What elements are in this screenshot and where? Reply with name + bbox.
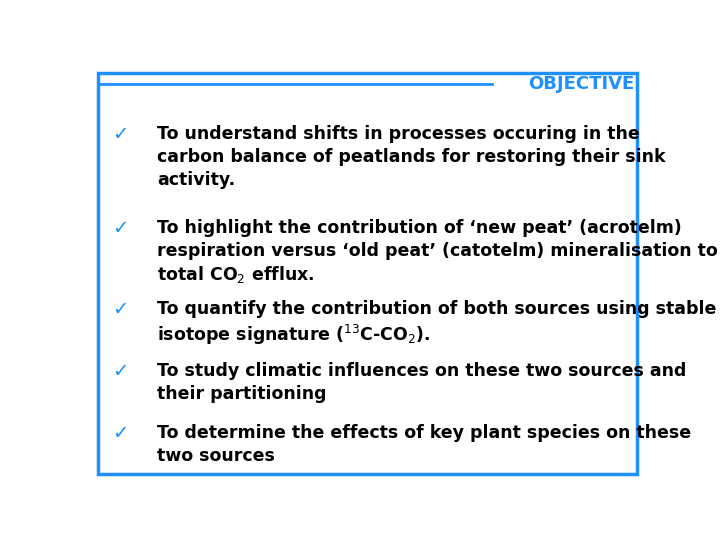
Text: carbon balance of peatlands for restoring their sink: carbon balance of peatlands for restorin… <box>157 148 665 166</box>
Text: ✓: ✓ <box>112 300 129 319</box>
Text: To quantify the contribution of both sources using stable: To quantify the contribution of both sou… <box>157 300 716 318</box>
Text: To study climatic influences on these two sources and: To study climatic influences on these tw… <box>157 362 686 380</box>
Text: ✓: ✓ <box>112 424 129 443</box>
Text: respiration versus ‘old peat’ (catotelm) mineralisation to: respiration versus ‘old peat’ (catotelm)… <box>157 241 718 260</box>
Text: isotope signature ($^{13}$C-CO$_2$).: isotope signature ($^{13}$C-CO$_2$). <box>157 322 431 347</box>
Text: ✓: ✓ <box>112 125 129 144</box>
Text: activity.: activity. <box>157 171 235 189</box>
Text: two sources: two sources <box>157 447 275 465</box>
FancyBboxPatch shape <box>99 73 637 474</box>
Text: their partitioning: their partitioning <box>157 385 326 403</box>
Text: total CO$_2$ efflux.: total CO$_2$ efflux. <box>157 265 315 285</box>
Text: OBJECTIVE: OBJECTIVE <box>528 75 634 92</box>
Text: To understand shifts in processes occuring in the: To understand shifts in processes occuri… <box>157 125 639 143</box>
Text: To highlight the contribution of ‘new peat’ (acrotelm): To highlight the contribution of ‘new pe… <box>157 219 682 237</box>
Text: ✓: ✓ <box>112 362 129 381</box>
Text: To determine the effects of key plant species on these: To determine the effects of key plant sp… <box>157 424 691 442</box>
Text: ✓: ✓ <box>112 219 129 238</box>
